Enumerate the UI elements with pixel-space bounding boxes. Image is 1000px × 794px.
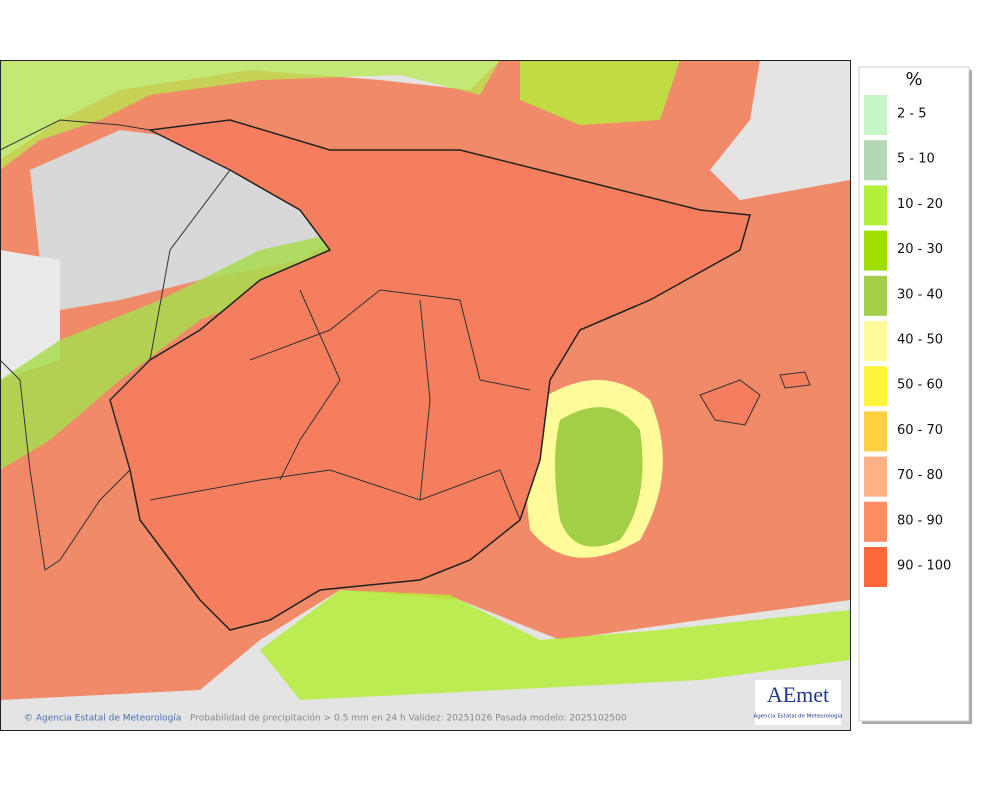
- mallorca: [699, 379, 761, 426]
- legend-label: 90 - 100: [897, 559, 951, 574]
- portugal-border: [0, 119, 231, 571]
- logo-box: [755, 680, 841, 725]
- legend-label: 20 - 30: [897, 242, 943, 257]
- legend-swatch: [864, 501, 887, 542]
- credit: © Agencia Estatal de Meteorología: [24, 714, 181, 724]
- legend-swatch: [864, 321, 887, 361]
- spain: [109, 119, 751, 631]
- legend-label: 30 - 40: [897, 287, 943, 302]
- legend-swatch: [864, 95, 887, 135]
- legend-swatch: [864, 185, 887, 226]
- map: [0, 60, 850, 730]
- legend-swatch: [864, 456, 887, 497]
- green-cell: [520, 60, 680, 125]
- legend-label: 50 - 60: [897, 378, 943, 393]
- logo-name: AEmet: [767, 682, 829, 707]
- north-band: [0, 60, 500, 170]
- legend-swatch: [864, 411, 887, 452]
- caption: Probabilidad de precipitación > 0.5 mm e…: [190, 713, 627, 724]
- legend-label: 70 - 80: [897, 468, 943, 483]
- legend-swatch: [864, 230, 887, 271]
- legend-label: 40 - 50: [897, 333, 943, 348]
- legend-label: 5 - 10: [897, 152, 935, 167]
- map-frame: [0, 60, 851, 731]
- province-borders: [149, 289, 531, 521]
- legend-label: 80 - 90: [897, 513, 943, 528]
- legend-swatch: [864, 547, 887, 587]
- atlantic-grey: [0, 250, 60, 380]
- legend-swatch: [864, 366, 887, 407]
- legend-label: 10 - 20: [897, 197, 943, 212]
- menorca: [779, 371, 811, 389]
- legend-swatch: [864, 275, 887, 316]
- legend-items: 2 - 5 5 - 10 10 - 20 20 - 30 30 - 40 40 - 50 5…: [864, 95, 951, 587]
- med-cell: [555, 407, 643, 547]
- legend-swatch: [864, 140, 887, 181]
- logo-subtitle: Agencia Estatal de Meteorología: [754, 713, 843, 720]
- legend-title: %: [905, 69, 922, 90]
- legend-label: 60 - 70: [897, 423, 943, 438]
- legend-label: 2 - 5: [897, 107, 927, 122]
- france: [710, 60, 850, 200]
- south-band: [260, 590, 850, 700]
